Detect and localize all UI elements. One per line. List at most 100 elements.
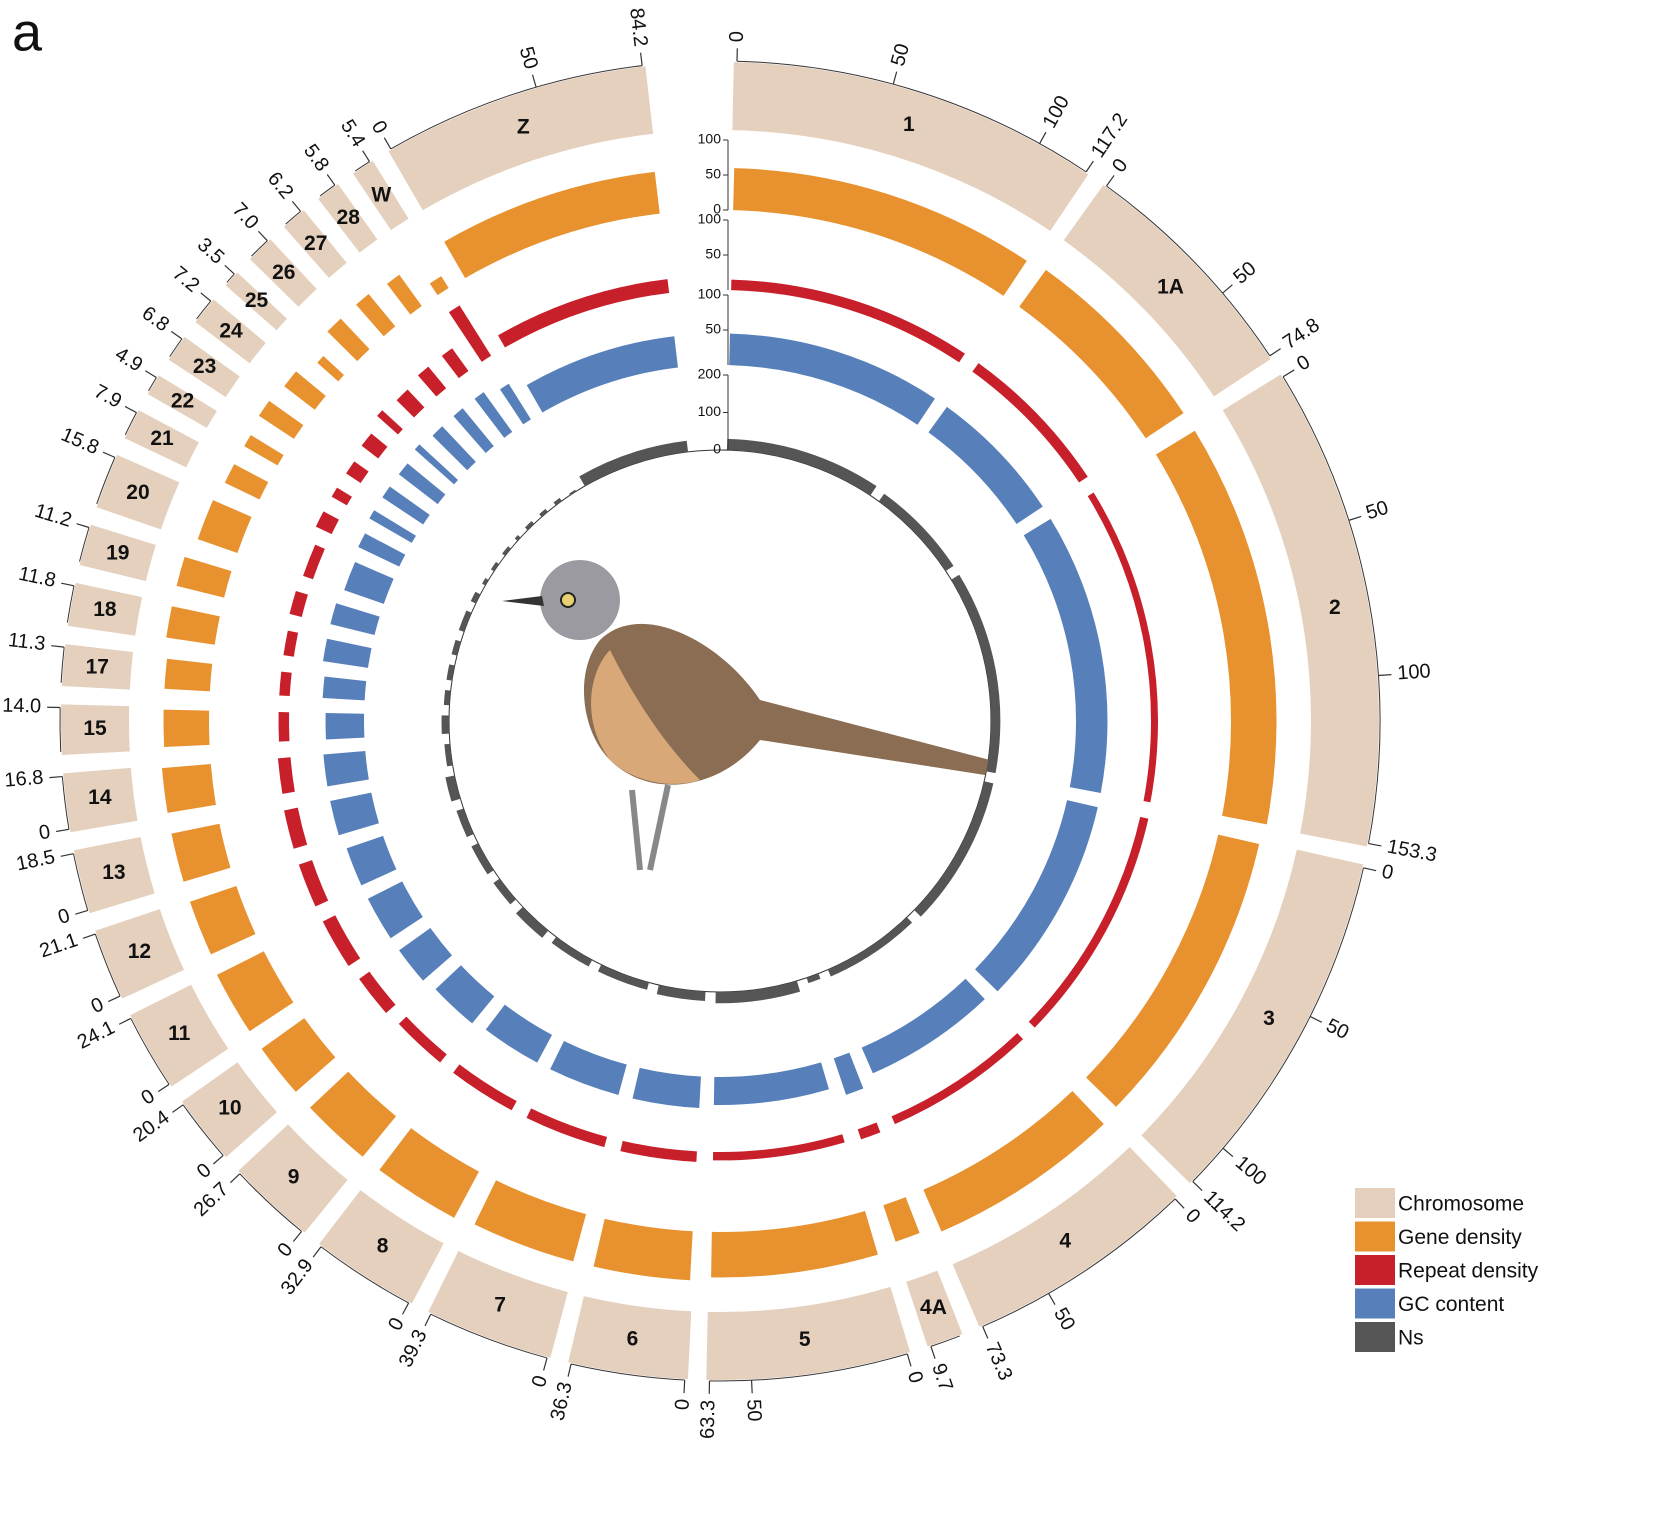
- chromosome-axis: [96, 457, 116, 505]
- chromosome-label: 26: [272, 261, 295, 284]
- track-bar: [197, 500, 252, 553]
- tick-mark: [1039, 131, 1047, 144]
- tick-label: 117.2: [1087, 109, 1132, 162]
- tick-label: 5.8: [299, 140, 333, 175]
- track-bar: [367, 881, 423, 939]
- track-bar: [731, 279, 965, 363]
- track-bar: [972, 363, 1088, 483]
- legend-swatch: [1355, 1221, 1395, 1252]
- track-bar: [322, 915, 361, 967]
- chromosome-axis: [570, 1363, 685, 1381]
- chromosome-band: [130, 984, 229, 1087]
- track-bar: [712, 1134, 845, 1161]
- track-bar: [482, 578, 489, 586]
- tick-label: 6.8: [138, 302, 173, 336]
- track-bar: [713, 1062, 829, 1105]
- track-tick-label: 0: [713, 201, 721, 217]
- tick-mark: [401, 1302, 410, 1315]
- chromosome-band: [61, 644, 134, 690]
- tick-label: 5.4: [336, 116, 369, 151]
- tick-mark: [1222, 1147, 1234, 1158]
- chromosome-band: [95, 909, 184, 999]
- legend-swatch: [1355, 1188, 1395, 1218]
- chromosome-axis: [430, 1313, 548, 1359]
- track-bar: [369, 510, 417, 543]
- chromosome-label: 12: [128, 940, 151, 963]
- chromosome-label: Z: [517, 115, 530, 138]
- track-bar: [396, 389, 425, 418]
- tick-mark: [1192, 1181, 1203, 1192]
- track-bar: [346, 461, 369, 484]
- track-bar: [514, 534, 521, 541]
- track-bar: [216, 951, 294, 1032]
- chromosome-label: 6: [627, 1327, 639, 1350]
- track-bar: [975, 800, 1098, 992]
- track-bar: [171, 823, 231, 882]
- track-bar: [359, 971, 396, 1014]
- chromosome-label: 1A: [1157, 275, 1184, 298]
- chromosome-label: 9: [288, 1166, 300, 1189]
- track-bar: [539, 508, 548, 517]
- track-bar: [550, 1040, 627, 1095]
- track-bar: [502, 546, 511, 556]
- tick-mark: [212, 1154, 224, 1165]
- track-bar: [553, 497, 562, 506]
- chromosome-label: 4: [1059, 1230, 1071, 1253]
- track-bar: [330, 792, 379, 836]
- track-bar: [444, 743, 453, 767]
- tick-mark: [982, 1326, 989, 1339]
- track-bar: [323, 750, 369, 787]
- tick-mark: [60, 853, 74, 857]
- legend-label: Repeat density: [1398, 1260, 1539, 1283]
- track-bar: [284, 807, 308, 849]
- chromosome-label: 10: [218, 1096, 241, 1119]
- track-bar: [322, 638, 372, 668]
- tick-label: 3.5: [193, 234, 228, 269]
- chromosome-band: [1141, 849, 1364, 1184]
- track-bar: [827, 917, 913, 977]
- tick-label: 50: [1229, 257, 1260, 288]
- track-bar: [283, 630, 299, 657]
- tick-mark: [61, 582, 75, 587]
- chromosome-label: 11: [168, 1022, 191, 1045]
- track-bar: [733, 168, 1027, 296]
- tick-mark: [49, 775, 63, 779]
- track-bar: [310, 1071, 397, 1157]
- track-bar: [516, 906, 549, 938]
- track-bar: [361, 433, 388, 459]
- tick-mark: [200, 292, 212, 302]
- tick-label: 100: [1231, 1152, 1271, 1190]
- chromosome-axis: [390, 65, 643, 150]
- tick-mark: [257, 230, 268, 242]
- tick-mark: [124, 405, 137, 414]
- tick-label: 4.9: [111, 343, 146, 376]
- track-bar: [471, 843, 494, 875]
- tick-mark: [56, 828, 70, 833]
- chromosome-label: 3: [1263, 1007, 1275, 1030]
- chromosome-axis: [66, 585, 75, 623]
- chromosome-label: 23: [193, 355, 216, 378]
- chromosome-label: 13: [102, 861, 125, 884]
- track-bar: [569, 489, 577, 496]
- track-bar: [441, 715, 450, 735]
- track-bar: [176, 556, 232, 598]
- track-bar: [435, 965, 495, 1024]
- chromosome-band: [225, 272, 288, 331]
- track-bar: [726, 438, 877, 496]
- tick-mark: [683, 1380, 686, 1394]
- tick-mark: [82, 933, 96, 939]
- track-tick-label: 100: [698, 211, 722, 227]
- tick-label: 114.2: [1199, 1186, 1249, 1236]
- tick-label: 50: [515, 44, 542, 71]
- track-bar: [923, 1091, 1104, 1232]
- tick-label: 21.1: [37, 929, 81, 962]
- chromosome-label: 2: [1329, 596, 1341, 619]
- chromosome-band: [96, 454, 180, 530]
- chromosome-label: 19: [106, 541, 129, 564]
- track-bar: [833, 1052, 864, 1095]
- chromosome-axis: [709, 1353, 908, 1382]
- track-bar: [377, 410, 403, 435]
- tick-label: 18.5: [14, 846, 57, 875]
- chromosome-axis: [124, 412, 137, 436]
- tick-label: 50: [887, 41, 914, 68]
